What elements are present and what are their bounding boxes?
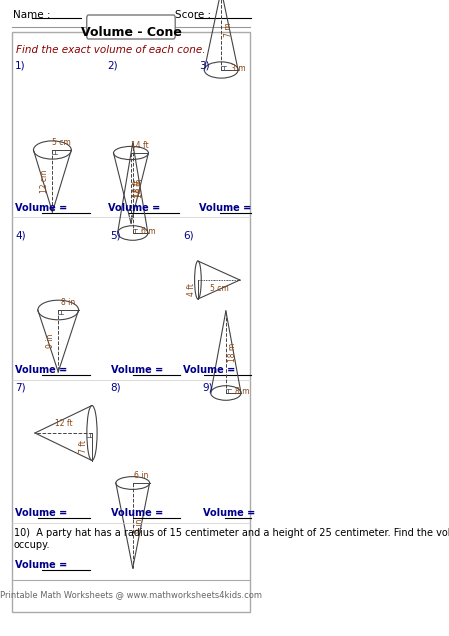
Text: 5): 5) bbox=[110, 230, 121, 240]
Text: 10)  A party hat has a radius of 15 centimeter and a height of 25 centimeter. Fi: 10) A party hat has a radius of 15 centi… bbox=[14, 528, 449, 538]
Text: 18 m: 18 m bbox=[228, 342, 237, 362]
Text: Volume =: Volume = bbox=[110, 365, 163, 375]
Text: 2): 2) bbox=[108, 60, 119, 70]
Text: 1): 1) bbox=[15, 60, 26, 70]
Text: 9 in: 9 in bbox=[135, 518, 144, 533]
Text: 4): 4) bbox=[15, 230, 26, 240]
Text: occupy.: occupy. bbox=[14, 540, 50, 550]
Text: 3 m: 3 m bbox=[231, 64, 246, 73]
Text: 5 cm: 5 cm bbox=[53, 138, 71, 147]
Text: Volume =: Volume = bbox=[199, 203, 251, 213]
Text: 14 m: 14 m bbox=[135, 178, 144, 198]
Text: 4 ft: 4 ft bbox=[187, 283, 196, 296]
Text: Volume =: Volume = bbox=[15, 203, 67, 213]
Text: 6): 6) bbox=[183, 230, 194, 240]
Text: Name :: Name : bbox=[13, 10, 50, 20]
Text: 14 ft: 14 ft bbox=[131, 141, 149, 150]
Text: 8 in: 8 in bbox=[61, 298, 75, 307]
Text: Volume =: Volume = bbox=[202, 508, 255, 518]
Text: 7 ft: 7 ft bbox=[79, 440, 88, 453]
Text: Volume =: Volume = bbox=[15, 560, 67, 570]
Text: 9): 9) bbox=[202, 383, 213, 393]
Text: 12 cm: 12 cm bbox=[40, 169, 49, 193]
Text: Volume =: Volume = bbox=[108, 203, 160, 213]
Text: 7 m: 7 m bbox=[224, 23, 233, 38]
FancyBboxPatch shape bbox=[87, 15, 175, 39]
Text: Volume - Cone: Volume - Cone bbox=[80, 26, 181, 39]
Text: Score :: Score : bbox=[175, 10, 211, 20]
Text: 8 m: 8 m bbox=[234, 387, 249, 396]
Text: 6 in: 6 in bbox=[134, 471, 148, 480]
Text: 9 in: 9 in bbox=[46, 334, 55, 348]
Text: 12 ft: 12 ft bbox=[55, 419, 72, 428]
Text: Find the exact volume of each cone.: Find the exact volume of each cone. bbox=[16, 45, 206, 55]
Text: Volume =: Volume = bbox=[110, 508, 163, 518]
Text: 3): 3) bbox=[199, 60, 210, 70]
Text: Volume =: Volume = bbox=[183, 365, 235, 375]
Text: 7): 7) bbox=[15, 383, 26, 393]
Text: Volume =: Volume = bbox=[15, 365, 67, 375]
Text: 18 ft: 18 ft bbox=[133, 179, 142, 197]
Text: 5 cm: 5 cm bbox=[210, 284, 228, 293]
Text: Printable Math Worksheets @ www.mathworksheets4kids.com: Printable Math Worksheets @ www.mathwork… bbox=[0, 590, 262, 599]
Text: 8): 8) bbox=[110, 383, 121, 393]
Text: 6 m: 6 m bbox=[141, 227, 156, 236]
Text: Volume =: Volume = bbox=[15, 508, 67, 518]
